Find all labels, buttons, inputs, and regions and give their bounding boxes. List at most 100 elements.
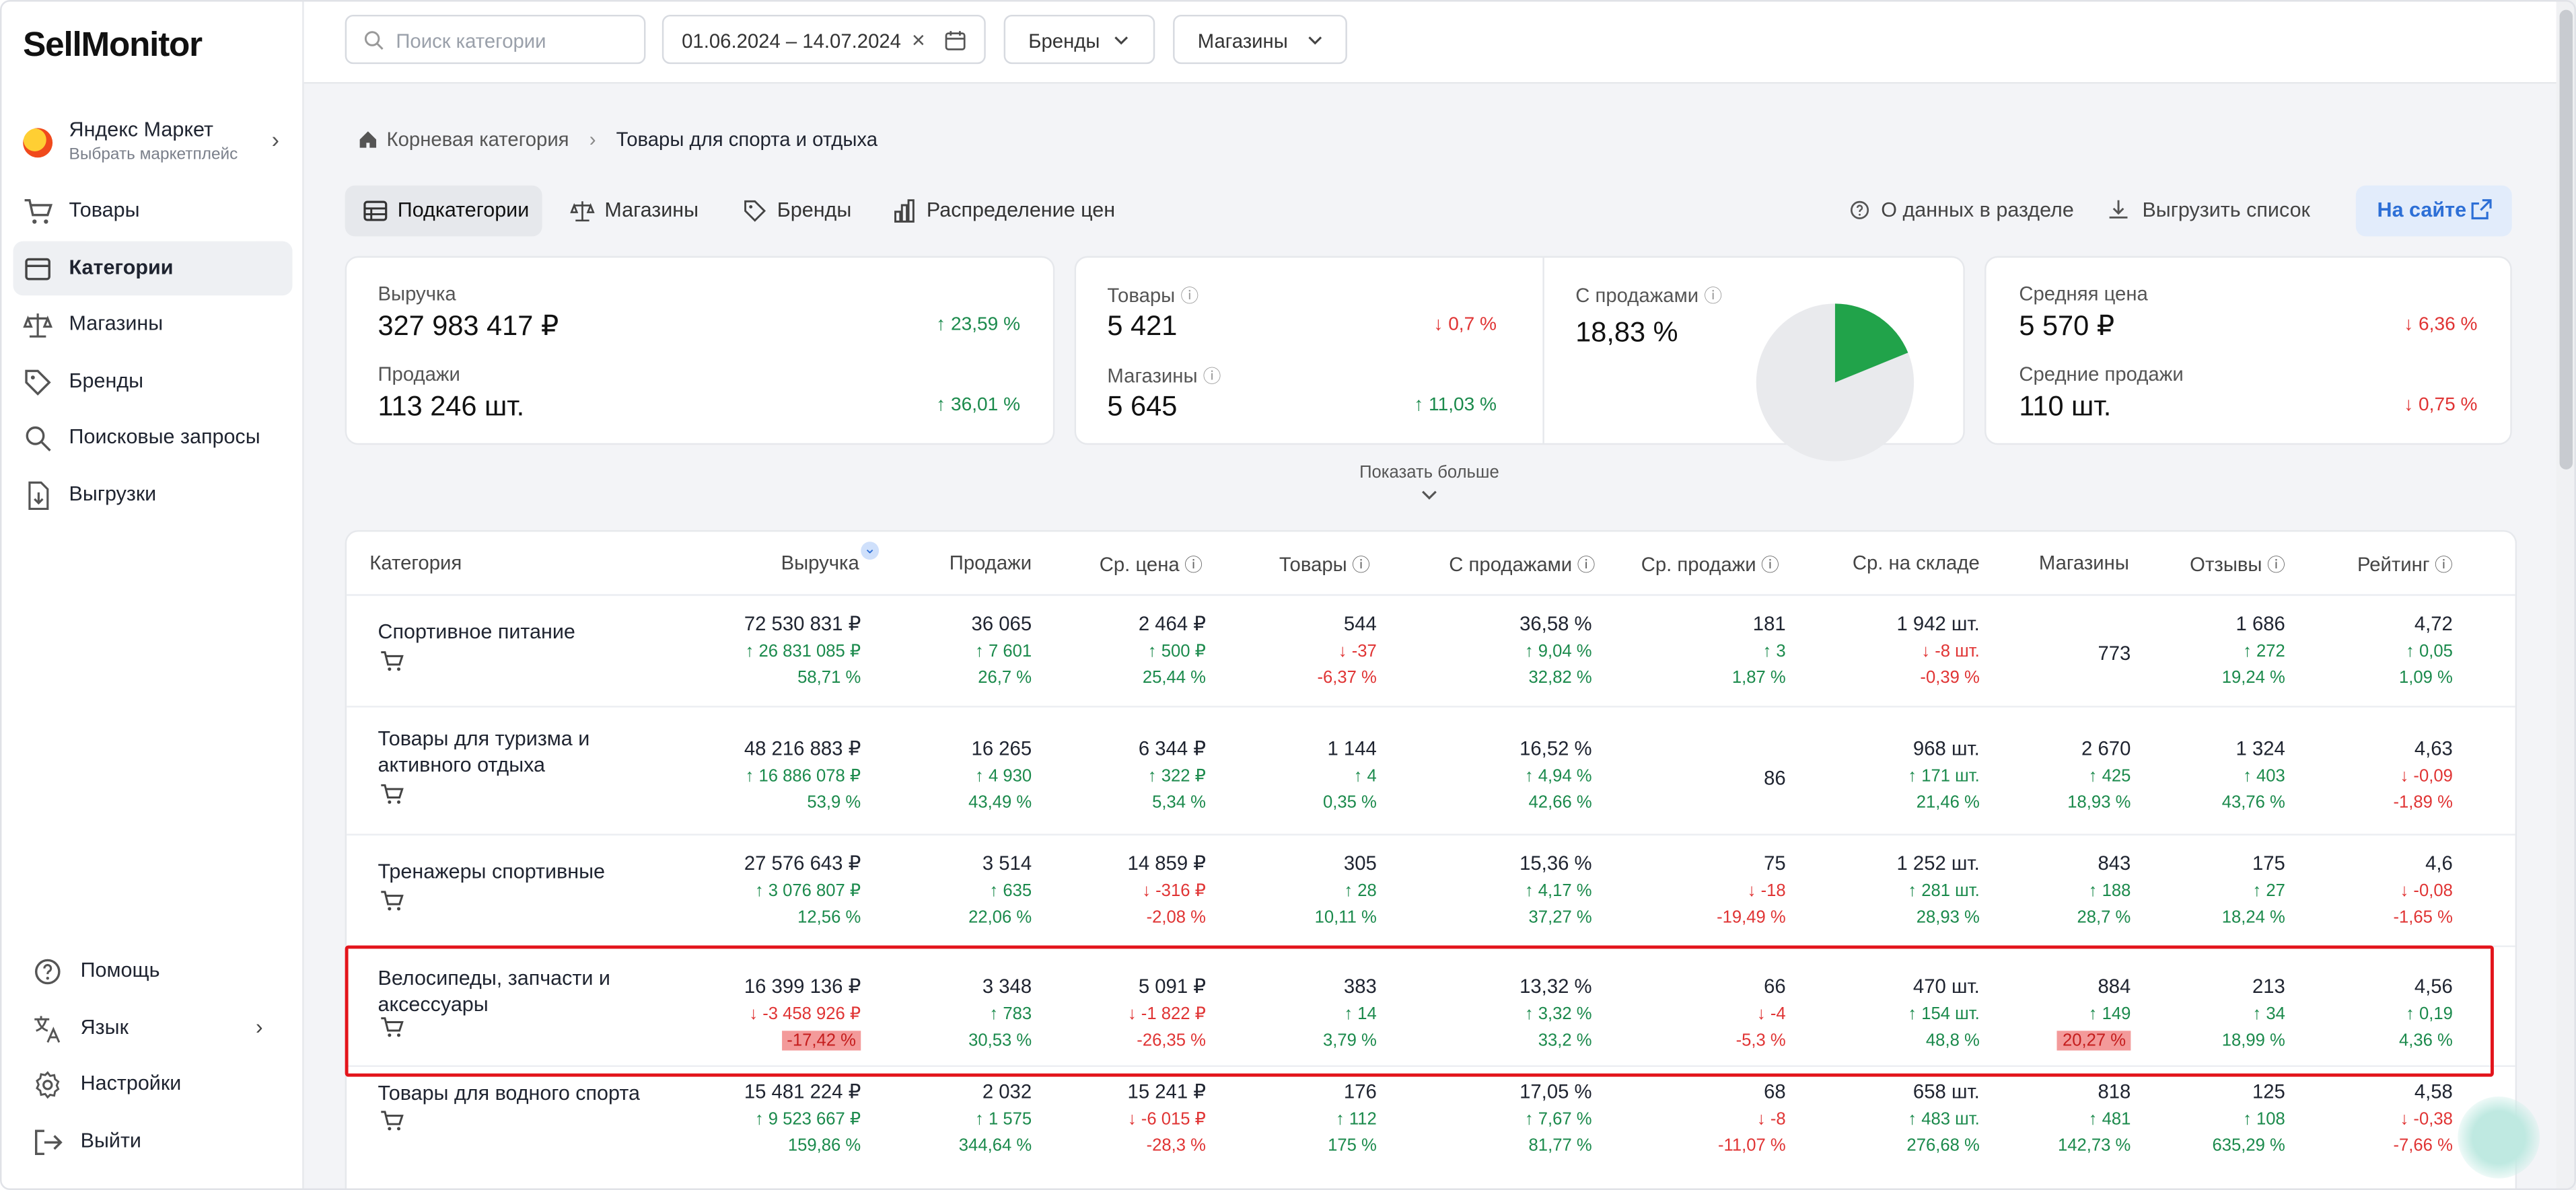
on-site-button[interactable]: На сайте xyxy=(2355,185,2512,237)
tab-shops[interactable]: Магазины xyxy=(552,186,709,237)
cell-delta-value: 4 xyxy=(1367,766,1377,786)
info-icon[interactable]: ⓘ xyxy=(1756,556,1779,577)
cell-delta-value: 188 xyxy=(2102,881,2131,901)
products-shops-card: Товары ⓘ 5 421 ↓ 0,7 % Магазины ⓘ 5 645 … xyxy=(1074,256,1965,461)
date-range-value: 01.06.2024 – 14.07.2024 xyxy=(682,29,901,53)
col-with-sales-header[interactable]: С продажами ⓘ xyxy=(1449,552,1595,578)
sidebar-item-label: Выйти xyxy=(80,1128,141,1152)
marketplace-selector[interactable]: Яндекс Маркет Выбрать маркетплейс › xyxy=(20,118,283,168)
category-name[interactable]: Тренажеры спортивные xyxy=(378,860,606,883)
category-search-input[interactable]: Поиск категории xyxy=(345,14,646,65)
cell-percent-value: 20,27 % xyxy=(2057,1031,2131,1051)
cell-percent: 37,27 % xyxy=(1529,907,1592,927)
arrow-up-icon: ↑ xyxy=(1414,396,1429,416)
sidebar-item-logout[interactable]: Выйти xyxy=(23,1114,286,1168)
cell-percent: 19,24 % xyxy=(2222,668,2285,687)
cell-delta: ↓ -0,08 xyxy=(2400,881,2452,901)
cell-percent-value: -11,07 % xyxy=(1717,1136,1786,1156)
col-avg-sales-header[interactable]: Ср. продажи ⓘ xyxy=(1641,552,1779,578)
arrow-up-icon: ↑ xyxy=(1908,881,1922,901)
brands-filter-label: Бренды xyxy=(1028,29,1100,53)
tab-price-distribution[interactable]: Распределение цен xyxy=(874,186,1115,237)
col-avg-stock-header[interactable]: Ср. на складе xyxy=(1853,552,1980,574)
table-row[interactable]: Тренажеры спортивные 27 576 643 ₽ ↑ 3 076 … xyxy=(347,833,2515,947)
col-shops-header[interactable]: Магазины xyxy=(2039,552,2129,574)
table-row[interactable]: Товары для водного спорта 15 481 224 ₽ ↑ 9… xyxy=(347,1065,2515,1190)
col-products-header[interactable]: Товары ⓘ xyxy=(1279,552,1370,578)
cell-value: 16 399 136 ₽ xyxy=(744,975,861,998)
category-name[interactable]: Товары для водного спорта xyxy=(378,1081,640,1105)
sort-desc-icon[interactable]: ⌄ xyxy=(861,541,880,560)
cell-delta: ↑ 322 ₽ xyxy=(1148,766,1206,786)
sidebar-item-exports[interactable]: Выгрузки xyxy=(13,467,293,521)
category-name[interactable]: Велосипеды, запчасти и аксессуары xyxy=(378,967,610,1016)
cart-icon[interactable] xyxy=(380,650,404,673)
calendar-icon[interactable] xyxy=(945,30,966,51)
sidebar-item-search-queries[interactable]: Поисковые запросы xyxy=(13,410,293,465)
info-icon[interactable]: ⓘ xyxy=(2262,556,2285,577)
cell-delta: ↑ 281 шт. xyxy=(1908,881,1979,901)
cell-percent-value: 26,7 % xyxy=(978,668,1032,688)
cell-percent-value: 5,34 % xyxy=(1152,792,1206,813)
sidebar-item-categories[interactable]: Категории xyxy=(13,240,293,295)
cart-icon[interactable] xyxy=(380,889,404,912)
cell-delta-value: 1 575 xyxy=(988,1109,1032,1129)
chat-widget-button[interactable] xyxy=(2458,1096,2540,1179)
cart-icon[interactable] xyxy=(380,1016,404,1039)
cell-percent: 58,71 % xyxy=(797,668,861,687)
cell-value: 125 xyxy=(2252,1080,2285,1103)
sidebar-item-settings[interactable]: Настройки xyxy=(23,1057,286,1111)
clear-icon[interactable]: × xyxy=(911,26,925,53)
brands-filter[interactable]: Бренды xyxy=(1003,14,1155,65)
info-icon[interactable]: ⓘ xyxy=(1572,556,1596,577)
arrow-up-icon: ↑ xyxy=(989,881,1003,901)
col-reviews-header[interactable]: Отзывы ⓘ xyxy=(2190,552,2285,578)
cell-percent: 5,34 % xyxy=(1152,793,1206,813)
date-range-picker[interactable]: 01.06.2024 – 14.07.2024 × xyxy=(661,14,986,65)
tab-brands[interactable]: Бренды xyxy=(725,186,863,237)
cell-delta-value: -6 015 ₽ xyxy=(1141,1109,1206,1129)
cell-percent: 4,36 % xyxy=(2399,1031,2453,1050)
cell-value: 4,58 xyxy=(2414,1080,2453,1103)
info-icon[interactable]: ⓘ xyxy=(2429,556,2453,577)
table-row[interactable]: Товары для туризма и активного отдыха 48 … xyxy=(347,706,2515,835)
products-value: 5 421 xyxy=(1107,310,1178,342)
cell-delta: ↑ 4 930 xyxy=(975,766,1032,786)
breadcrumb-root[interactable]: Корневая категория xyxy=(386,128,569,151)
cell-percent-value: -1,89 % xyxy=(2393,792,2453,813)
cart-icon[interactable] xyxy=(380,783,404,806)
cell-percent: 26,7 % xyxy=(978,668,1032,687)
table-row[interactable]: Спортивное питание 72 530 831 ₽ ↑ 26 831 0… xyxy=(347,594,2515,707)
sidebar-item-language[interactable]: Язык › xyxy=(23,1000,286,1055)
sidebar-item-products[interactable]: Товары xyxy=(13,184,293,238)
col-rating-header[interactable]: Рейтинг ⓘ xyxy=(2357,552,2453,578)
arrow-down-icon: ↓ xyxy=(2400,766,2414,786)
col-category-header[interactable]: Категория xyxy=(369,552,462,574)
info-icon: ⓘ xyxy=(1704,287,1723,307)
category-name[interactable]: Товары для туризма и активного отдыха xyxy=(378,727,590,777)
app-logo[interactable]: SellMonitor xyxy=(23,26,203,65)
cell-delta-value: -18 xyxy=(1760,881,1786,901)
col-avg-price-header[interactable]: Ср. цена ⓘ xyxy=(1100,552,1203,578)
show-more-button[interactable]: Показать больше xyxy=(1355,463,1503,500)
cell-delta-value: 7,67 % xyxy=(1538,1109,1592,1129)
info-icon[interactable]: ⓘ xyxy=(1179,556,1203,577)
cell-delta-value: 154 шт. xyxy=(1921,1004,1980,1025)
sidebar-item-shops[interactable]: Магазины xyxy=(13,297,293,352)
shops-filter[interactable]: Магазины xyxy=(1173,14,1347,65)
info-icon[interactable]: ⓘ xyxy=(1347,556,1371,577)
sidebar-item-brands[interactable]: Бренды xyxy=(13,354,293,408)
cell-value: 4,63 xyxy=(2414,737,2453,760)
col-revenue-header[interactable]: Выручка ⌄ xyxy=(781,541,880,574)
cell-percent: -17,42 % xyxy=(781,1031,861,1051)
scrollbar-thumb[interactable] xyxy=(2559,9,2573,470)
tab-subcategories[interactable]: Подкатегории xyxy=(345,185,542,237)
breadcrumb: Корневая категория › Товары для спорта и… xyxy=(358,128,878,151)
cell-percent: 10,11 % xyxy=(1315,907,1377,927)
cell-percent: 33,2 % xyxy=(1538,1031,1592,1050)
category-name[interactable]: Спортивное питание xyxy=(378,620,575,644)
cart-icon[interactable] xyxy=(380,1109,404,1132)
col-sales-header[interactable]: Продажи xyxy=(950,552,1032,574)
cell-delta-value: 635 xyxy=(1003,881,1032,901)
sidebar-item-help[interactable]: Помощь xyxy=(23,944,286,998)
